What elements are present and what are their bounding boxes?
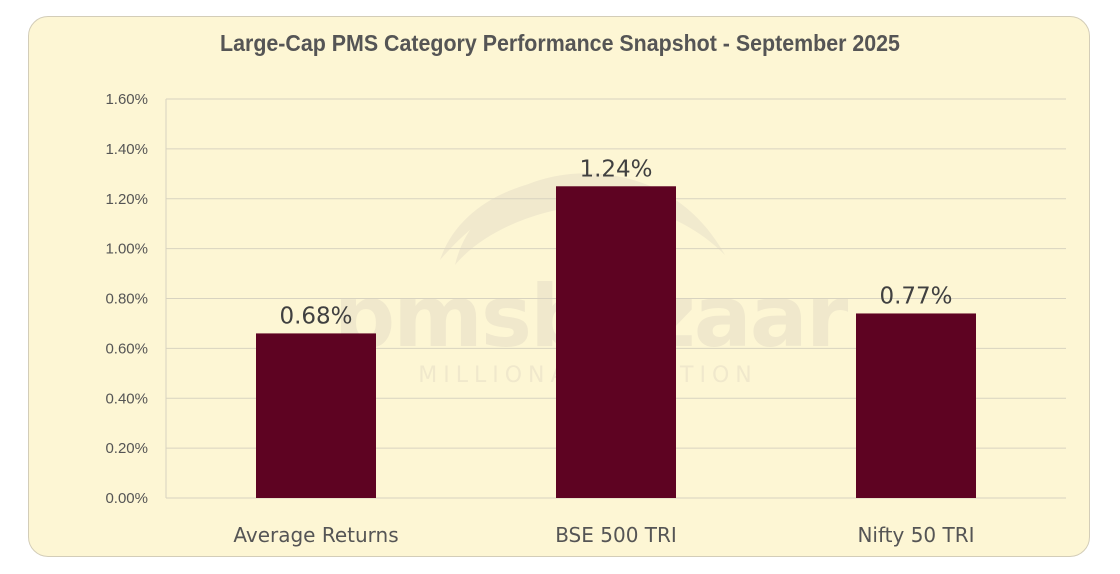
x-category-label: Average Returns [233,523,398,547]
y-tick-label: 0.20% [105,440,148,457]
bars [256,186,976,498]
bar [256,333,376,498]
bar-value-label: 0.77% [879,283,952,309]
bar-value-label: 1.24% [579,156,652,182]
y-tick-label: 0.40% [105,390,148,407]
bar [856,313,976,498]
y-tick-label: 0.60% [105,340,148,357]
bar-value-label: 0.68% [279,303,352,329]
y-tick-label: 1.40% [105,141,148,158]
y-axis: 0.00% 0.20% 0.40% 0.60% 0.80% 1.00% 1.20% 1.40%… [105,91,167,507]
y-tick-label: 0.00% [105,490,148,507]
y-tick-label: 1.00% [105,241,148,258]
data-labels: 0.68% 1.24% 0.77% [279,156,952,329]
x-category-label: Nifty 50 TRI [857,523,974,547]
y-tick-label: 1.20% [105,191,148,208]
y-tick-label: 0.80% [105,291,148,308]
bar [556,186,676,498]
chart-title: Large-Cap PMS Category Performance Snaps… [220,30,900,56]
x-category-label: BSE 500 TRI [555,523,677,547]
y-tick-label: 1.60% [105,91,148,108]
x-axis: Average Returns BSE 500 TRI Nifty 50 TRI [233,523,974,547]
